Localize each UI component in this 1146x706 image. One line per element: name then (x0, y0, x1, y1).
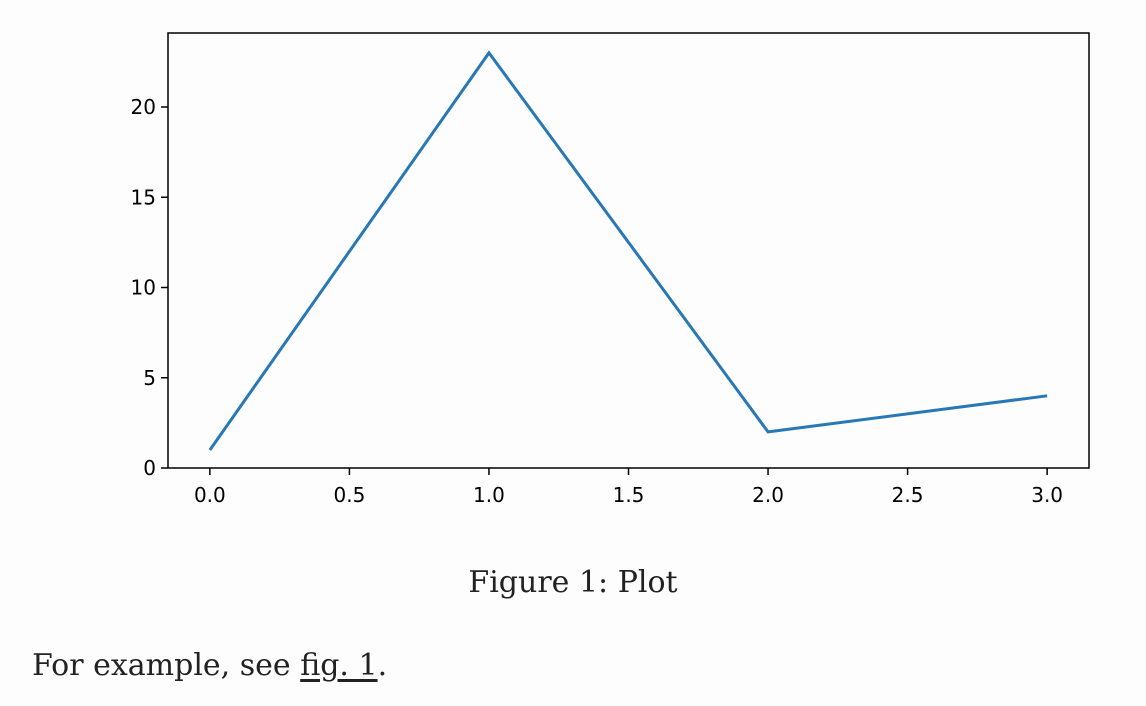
x-tick-label: 2.5 (892, 483, 924, 507)
y-tick-label: 10 (131, 276, 156, 300)
line-chart: 0 5 10 15 20 0.0 0.5 1.0 1.5 2.0 2.5 3.0 (131, 32, 1090, 507)
y-axis-ticks: 0 5 10 15 20 (131, 95, 168, 480)
y-tick-label: 15 (131, 185, 156, 209)
y-tick-label: 0 (143, 456, 156, 480)
x-tick-label: 1.5 (613, 483, 645, 507)
y-tick-label: 20 (131, 95, 156, 119)
plot-frame (167, 32, 1090, 469)
figure-reference-link[interactable]: fig. 1 (300, 648, 378, 683)
figure-caption: Figure 1: Plot (468, 565, 678, 600)
x-tick-label: 3.0 (1031, 483, 1063, 507)
y-tick-label: 5 (143, 366, 156, 390)
series-line (208, 50, 1048, 451)
body-paragraph: For example, see fig. 1. (32, 648, 387, 683)
paragraph-text-before: For example, see (32, 648, 301, 683)
x-tick-label: 0.0 (194, 483, 226, 507)
x-axis-ticks: 0.0 0.5 1.0 1.5 2.0 2.5 3.0 (194, 468, 1063, 507)
x-tick-label: 0.5 (334, 483, 366, 507)
x-tick-label: 1.0 (473, 483, 505, 507)
paragraph-text-after: . (377, 648, 388, 683)
x-tick-label: 2.0 (752, 483, 784, 507)
